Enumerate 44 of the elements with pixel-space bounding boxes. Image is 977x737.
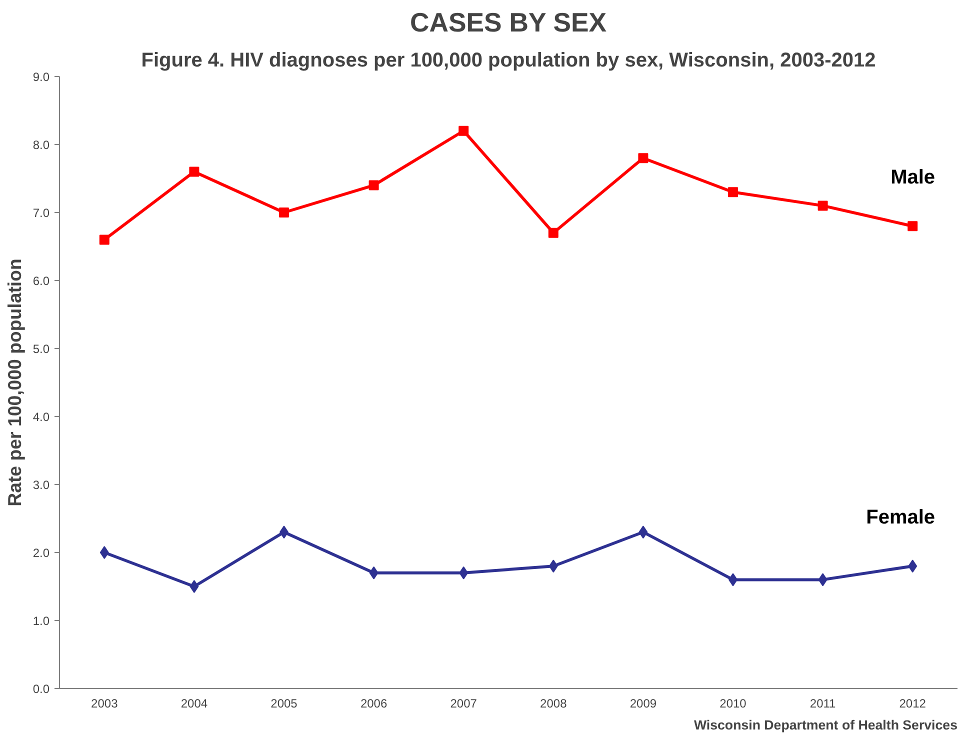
point [190,580,199,593]
point [548,228,558,238]
point [189,166,200,177]
point [279,208,289,218]
y-tick-label: 8.0 [32,138,50,152]
point [638,153,648,164]
x-tick-label: 2011 [810,696,836,710]
x-tick-label: 2003 [91,696,118,710]
y-tick-label: 5.0 [32,342,50,356]
point [908,221,918,232]
y-tick-label: 6.0 [32,274,50,288]
y-axis-title: Rate per 100,000 population [4,258,25,506]
y-tick-label: 7.0 [32,206,50,220]
chart-title: CASES BY SEX [410,8,607,38]
text: Wisconsin Department of Health Services [694,718,958,732]
point [100,546,109,559]
y-tick-label: 1.0 [32,614,50,628]
point [459,566,468,580]
y-tick-label: 2.0 [32,546,50,560]
x-tick-label: 2006 [360,696,388,710]
chart-subtitle: Figure 4. HIV diagnoses per 100,000 population by sex, Wisconsin, 2003-2012 [141,50,876,72]
point [369,566,378,580]
y-tick-label: 9.0 [32,70,50,84]
y-tick-label: 4.0 [32,410,50,424]
point [458,126,469,136]
point [638,526,648,539]
point [99,234,110,245]
point [818,573,828,586]
point [818,200,828,211]
x-tick-label: 2005 [270,696,298,710]
x-tick-label: 2004 [180,696,208,710]
x-tick-label: 2009 [630,696,657,710]
x-tick-label: 2010 [720,696,747,710]
y-tick-label: 0.0 [32,682,50,696]
point [728,187,738,198]
series-label: Female [866,506,936,529]
y-tick-label: 3.0 [32,478,50,492]
point [368,180,379,190]
x-tick-label: 2012 [899,696,926,710]
x-tick-label: 2008 [540,696,568,710]
point [548,560,558,573]
x-tick-label: 2007 [450,696,478,710]
point [908,560,918,573]
series-label: Male [890,166,936,189]
